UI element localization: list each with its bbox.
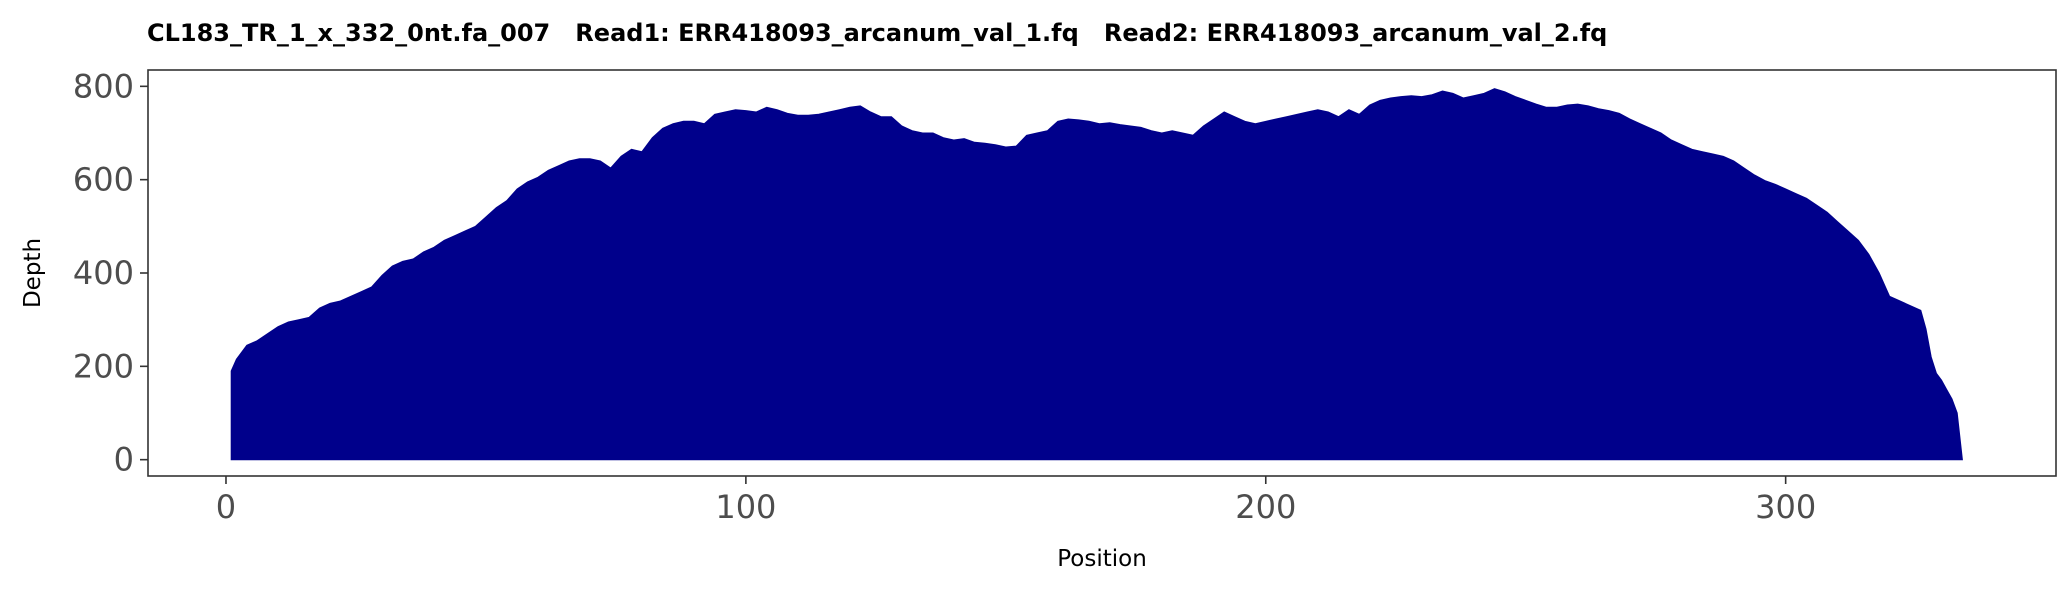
x-tick-label: 200: [1235, 488, 1296, 526]
chart-title: CL183_TR_1_x_332_0nt.fa_007 Read1: ERR41…: [147, 19, 1607, 47]
depth-area: [230, 88, 1963, 461]
y-axis-title: Depth: [20, 238, 46, 308]
axes: 0 100 200 300 0 200 400 600 800: [73, 67, 1816, 526]
x-tick-label: 100: [715, 488, 776, 526]
y-tick-label: 800: [73, 67, 134, 105]
x-tick-label: 0: [216, 488, 236, 526]
y-tick-label: 200: [73, 347, 134, 385]
x-axis-title: Position: [1057, 546, 1147, 572]
plot-area: [230, 88, 1963, 461]
x-tick-label: 300: [1755, 488, 1816, 526]
y-tick-label: 600: [73, 161, 134, 199]
y-tick-label: 400: [73, 254, 134, 292]
y-tick-label: 0: [114, 441, 134, 479]
